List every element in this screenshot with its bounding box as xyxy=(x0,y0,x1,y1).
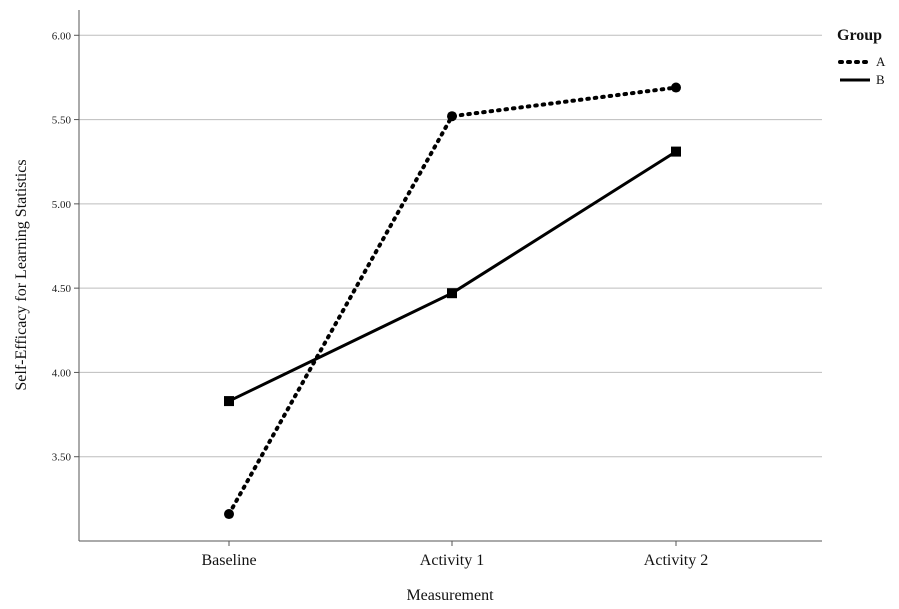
y-tick-label: 4.00 xyxy=(52,367,72,379)
legend: Group A B xyxy=(837,27,886,87)
x-tick-label: Activity 2 xyxy=(644,552,708,569)
legend-title: Group xyxy=(837,27,882,44)
y-tick-label: 5.50 xyxy=(52,115,72,127)
x-tick-label: Activity 1 xyxy=(420,552,484,569)
data-point-a xyxy=(447,111,457,122)
y-tick-label: 5.00 xyxy=(52,199,72,211)
x-tick-label: Baseline xyxy=(201,552,256,569)
data-point-b xyxy=(671,146,681,157)
data-point-b xyxy=(447,288,457,299)
y-tick-label: 3.50 xyxy=(52,452,72,464)
legend-label-b: B xyxy=(876,72,885,87)
y-tick-label: 4.50 xyxy=(52,283,72,295)
series-line-a xyxy=(227,85,678,517)
y-tick-labels: 3.50 4.00 4.50 5.00 5.50 6.00 xyxy=(52,30,79,464)
y-axis-title: Self-Efficacy for Learning Statistics xyxy=(13,159,30,390)
data-point-a xyxy=(671,82,681,93)
gridlines xyxy=(79,34,822,458)
series-line-b xyxy=(228,150,677,403)
data-point-a xyxy=(224,509,234,520)
legend-label-a: A xyxy=(876,54,886,69)
data-point-b xyxy=(224,396,234,407)
y-tick-label: 6.00 xyxy=(52,30,72,42)
series-lines xyxy=(224,82,681,520)
x-axis-title: Measurement xyxy=(406,587,494,604)
x-tick-labels: Baseline Activity 1 Activity 2 xyxy=(201,541,708,569)
axes xyxy=(78,10,822,542)
